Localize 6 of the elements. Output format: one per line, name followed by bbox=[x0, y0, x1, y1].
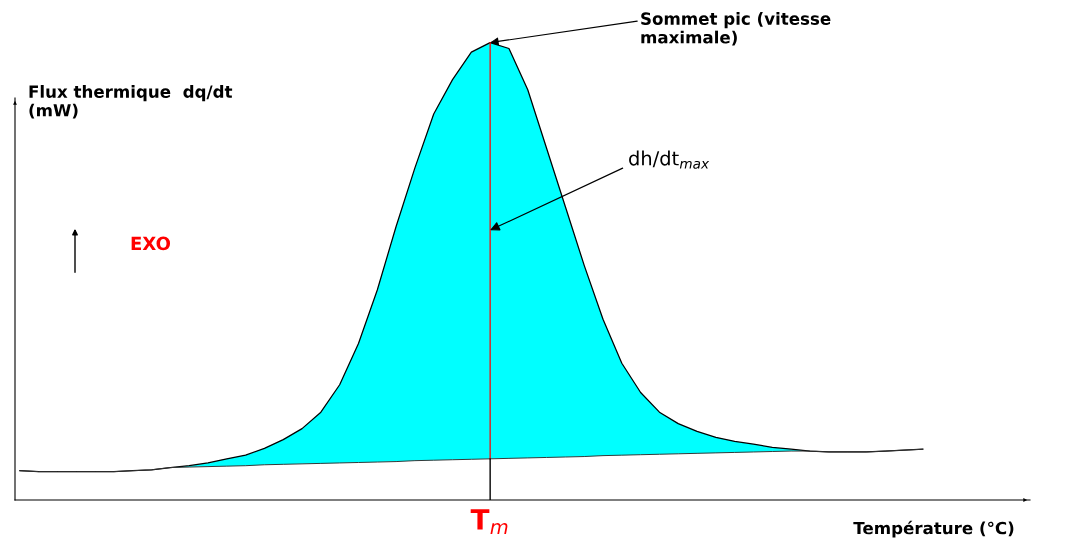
text: T$_{m}$ bbox=[470, 509, 508, 534]
annotation: dh/dt$_{max}$ bbox=[629, 150, 710, 169]
x-axis-title: Température (°C) bbox=[853, 520, 1014, 538]
annotation: Sommet pic (vitesse maximale) bbox=[641, 12, 831, 46]
annotation: EXO bbox=[131, 236, 171, 251]
y-axis-title: Flux thermique dq/dt (mW) bbox=[29, 85, 233, 119]
